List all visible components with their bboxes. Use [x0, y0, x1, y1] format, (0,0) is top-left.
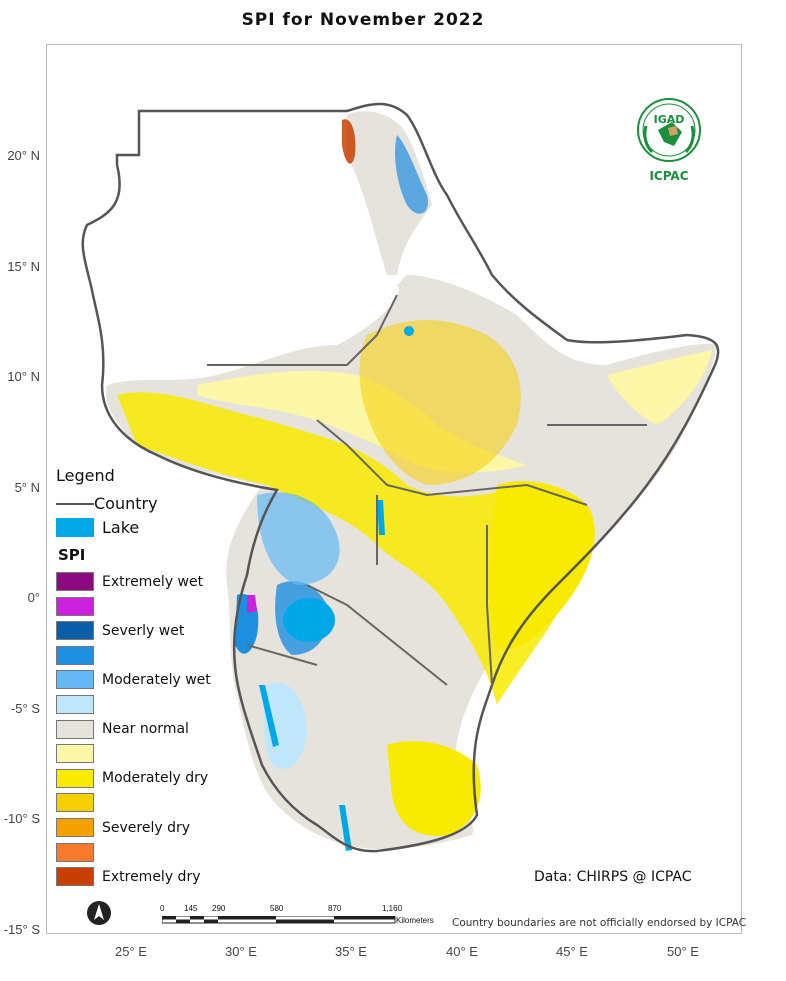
spi-class-row: Extremely wet [56, 572, 203, 591]
spi-class-label: Moderately dry [102, 770, 209, 787]
legend-spi-heading: SPI [58, 546, 86, 564]
spi-class-swatch [56, 818, 94, 837]
spi-class-swatch [56, 768, 94, 788]
scale-tick-580: 580 [270, 904, 284, 913]
lat-label-20n: 20° N [7, 148, 40, 163]
spi-class-swatch [56, 793, 94, 813]
legend-lake-row: Lake [56, 518, 139, 537]
legend-lake-label: Lake [102, 518, 140, 537]
spi-class-swatch [56, 621, 94, 641]
scale-tick-1160: 1,160 [382, 904, 403, 913]
lat-label-15n: 15° N [7, 259, 40, 274]
legend-title: Legend [56, 466, 115, 485]
country-boundaries [81, 102, 720, 853]
legend-country-label: Country [94, 494, 158, 513]
spi-class-row [56, 645, 102, 665]
region-dry-ethiopia [359, 320, 521, 485]
north-arrow-icon [86, 900, 112, 926]
spi-class-row: Severly wet [56, 621, 185, 641]
icpac-logo: IGAD ICPAC [632, 96, 706, 188]
logo-icpac-text: ICPAC [649, 169, 688, 183]
spi-class-row: Near normal [56, 719, 189, 739]
region-dry-tanzania [387, 741, 481, 836]
spi-class-swatch [56, 744, 94, 764]
scale-segments [162, 916, 396, 924]
lake-swatch [56, 518, 94, 537]
spi-class-swatch [56, 695, 94, 714]
map-frame [46, 44, 742, 934]
lon-label-50e: 50° E [667, 944, 699, 959]
spi-class-row [56, 842, 102, 862]
region-dry-belt [117, 392, 580, 705]
region-dry-somalia [607, 350, 712, 425]
lon-label-25e: 25° E [115, 944, 147, 959]
scale-tick-290: 290 [212, 904, 226, 913]
region-dry-horn [489, 481, 595, 649]
spi-class-swatch [56, 867, 94, 887]
region-moderate-wet [257, 492, 340, 585]
spi-class-row: Severely dry [56, 818, 190, 837]
scale-tick-0: 0 [160, 904, 165, 913]
spi-class-label: Extremely wet [102, 573, 204, 590]
lon-label-40e: 40° E [446, 944, 478, 959]
lon-label-45e: 45° E [556, 944, 588, 959]
scale-bar: 0 145 290 580 870 1,160 Kilometers [160, 904, 450, 930]
spi-class-swatch [56, 645, 94, 665]
lat-label-0: 0° [27, 590, 40, 605]
country-line-icon [56, 502, 94, 505]
spi-class-row: Moderately wet [56, 670, 211, 690]
spi-class-label: Near normal [102, 721, 189, 738]
lat-label-15s: -15° S [3, 922, 40, 937]
spi-class-label: Moderately wet [102, 671, 211, 688]
spi-class-row [56, 744, 102, 764]
map-legend: Legend Country Lake SPI Extremely wet Sev… [56, 466, 236, 887]
lake-tana [404, 326, 414, 336]
spi-class-row [56, 793, 102, 813]
lat-label-10s: -10° S [3, 811, 40, 826]
spi-class-swatch [56, 719, 94, 739]
spi-class-row: Moderately dry [56, 768, 209, 788]
spi-class-swatch [56, 842, 94, 862]
spi-class-swatch [56, 670, 94, 690]
lake-turkana [377, 500, 385, 535]
logo-igad-text: IGAD [654, 113, 685, 126]
lake-tanganyika [259, 685, 279, 747]
spi-class-row [56, 596, 102, 616]
spi-class-swatch [56, 596, 94, 616]
lon-label-35e: 35° E [335, 944, 367, 959]
region-extremely-dry-north [342, 119, 356, 164]
spi-class-row: Extremely dry [56, 867, 201, 887]
boundary-disclaimer: Country boundaries are not officially en… [452, 917, 747, 929]
lake-victoria [283, 598, 335, 642]
lake-malawi [339, 805, 352, 851]
spi-map [81, 102, 720, 853]
lat-label-5s: -5° S [10, 701, 40, 716]
lat-label-5n: 5° N [14, 480, 40, 495]
lat-label-10n: 10° N [7, 369, 40, 384]
region-extremely-wet [247, 595, 257, 613]
region-north-strip [347, 111, 432, 275]
lon-label-30e: 30° E [225, 944, 257, 959]
internal-boundaries [207, 294, 647, 686]
spi-class-label: Severly wet [102, 622, 185, 639]
spi-class-label: Severely dry [102, 819, 191, 836]
spi-class-swatch [56, 572, 94, 591]
region-wet-red-sea [395, 135, 428, 214]
scale-unit: Kilometers [396, 916, 434, 925]
region-light-wet-tz [263, 682, 307, 769]
data-credit: Data: CHIRPS @ ICPAC [534, 869, 692, 885]
spi-class-row [56, 695, 102, 714]
scale-tick-145: 145 [184, 904, 198, 913]
map-title: SPI for November 2022 [241, 10, 485, 30]
legend-country-row: Country [56, 494, 158, 513]
scale-tick-870: 870 [328, 904, 342, 913]
spi-class-label: Extremely dry [102, 868, 201, 885]
